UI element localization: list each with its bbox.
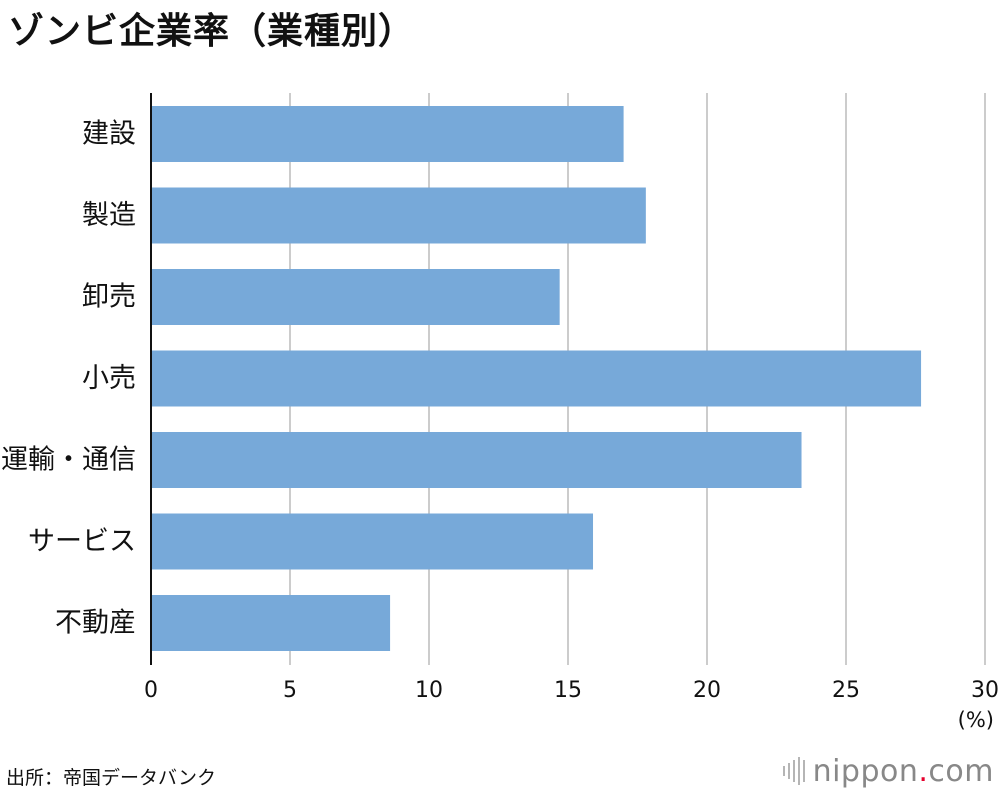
category-label: 製造 <box>82 200 136 231</box>
bar <box>152 106 624 162</box>
tick-label: 25 <box>832 678 860 703</box>
unit-label: (%) <box>958 708 994 732</box>
bar <box>152 513 594 570</box>
brand-logo: nippon.com <box>782 753 994 789</box>
source-note: 出所：帝国データバンク <box>6 767 216 789</box>
category-label: サービス <box>28 526 136 557</box>
bar <box>152 595 391 651</box>
category-label: 不動産 <box>55 608 136 639</box>
category-label: 小売 <box>82 363 136 394</box>
category-label: 卸売 <box>82 282 136 313</box>
tick-labels: 0 5 10 15 20 25 30 <box>144 678 999 703</box>
tick-label: 30 <box>971 678 999 703</box>
tick-label: 0 <box>144 678 158 703</box>
brand-wordmark: nippon.com <box>812 753 994 789</box>
tick-label: 5 <box>283 678 297 703</box>
chart-title: ゾンビ企業率（業種別） <box>8 11 416 52</box>
bar <box>152 187 646 244</box>
tick-label: 10 <box>415 678 443 703</box>
nippon-logo-icon <box>782 757 805 785</box>
tick-label: 20 <box>693 678 721 703</box>
category-label: 運輸・通信 <box>1 445 136 476</box>
bar <box>152 350 922 407</box>
bars <box>152 106 922 651</box>
tick-label: 15 <box>554 678 582 703</box>
bar <box>152 269 560 325</box>
category-label: 建設 <box>82 119 136 150</box>
bar <box>152 432 802 488</box>
